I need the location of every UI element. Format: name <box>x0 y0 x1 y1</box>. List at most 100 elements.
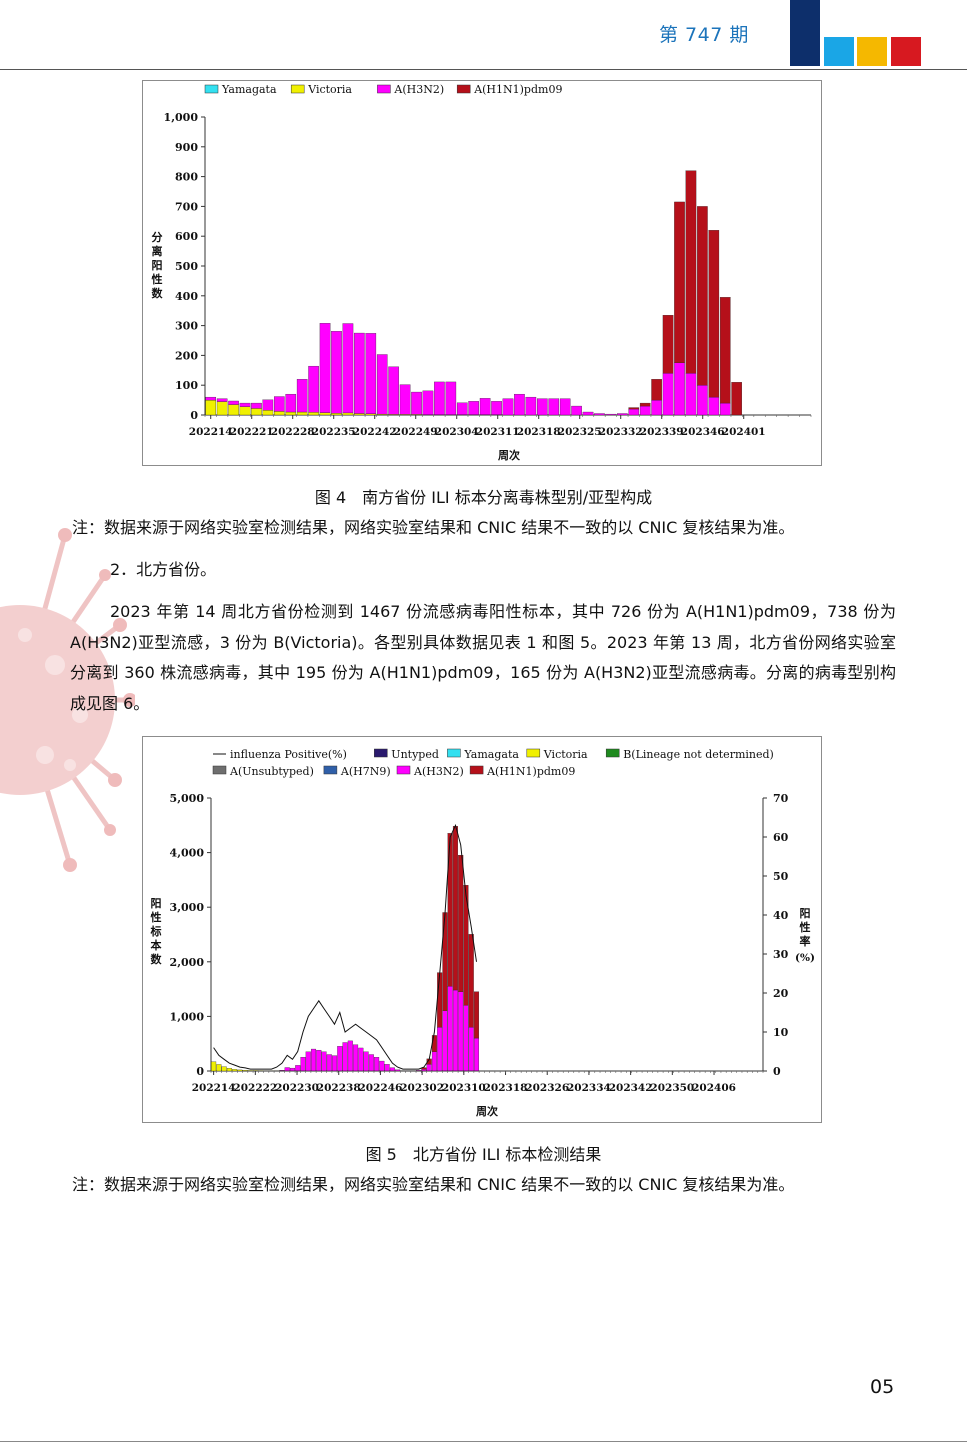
x-tick-label: 202318 <box>517 426 561 438</box>
body-paragraph: 2023 年第 14 周北方省份检测到 1467 份流感病毒阳性标本，其中 72… <box>70 597 896 719</box>
y-tick-label: 500 <box>175 260 198 273</box>
bar-victoria <box>296 411 308 416</box>
legend-label: B(Lineage not determined) <box>623 748 774 761</box>
bar-a-h3n2- <box>719 402 731 416</box>
legend-swatch <box>396 765 411 775</box>
legend-label: A(H1N1)pdm09 <box>486 765 575 778</box>
bar-a-h3n2- <box>347 1040 353 1072</box>
bar-a-h3n2- <box>365 333 377 414</box>
bar-a-h3n2- <box>708 396 720 416</box>
bar-victoria <box>342 412 354 416</box>
bar-a-h3n2- <box>321 1051 327 1072</box>
bar-a-h3n2- <box>342 1042 348 1072</box>
bar-a-h3n2- <box>525 396 537 416</box>
bar-a-h1n1-pdm09 <box>708 230 720 398</box>
y-tick-label: 200 <box>175 349 198 362</box>
x-axis-label: 周次 <box>476 1104 498 1118</box>
bar-a-h3n2- <box>305 1051 311 1072</box>
y-tick-label: 400 <box>175 290 198 303</box>
x-tick-label: 202246 <box>359 1082 403 1094</box>
page-number: 05 <box>870 1376 895 1398</box>
y-tick-label: 3,000 <box>170 901 205 914</box>
bar-a-h3n2- <box>651 399 662 416</box>
bar-a-h3n2- <box>300 1057 306 1071</box>
bar-a-h3n2- <box>473 1037 480 1071</box>
bar-a-h3n2- <box>289 1067 296 1071</box>
bar-victoria <box>247 1070 253 1072</box>
bar-victoria <box>319 412 331 416</box>
legend-label: Untyped <box>391 748 439 761</box>
positive-rate-line <box>213 823 477 1070</box>
figure4-note: 注：数据来源于网络实验室检测结果，网络实验室结果和 CNIC 结果不一致的以 C… <box>72 518 795 537</box>
bar-a-h1n1-pdm09 <box>431 1035 437 1052</box>
bar-a-h1n1-pdm09 <box>639 402 651 407</box>
bar-a-h3n2- <box>284 1067 290 1071</box>
bar-a-h1n1-pdm09 <box>697 206 708 386</box>
bar-a-h3n2- <box>239 402 251 407</box>
body-paragraph-text: 2023 年第 14 周北方省份检测到 1467 份流感病毒阳性标本，其中 72… <box>70 602 896 713</box>
bar-a-h3n2- <box>442 1010 448 1071</box>
legend-label: A(H3N2) <box>393 83 444 96</box>
y-tick-label: 0 <box>190 409 198 422</box>
bar-victoria <box>211 1061 217 1072</box>
legend-swatch <box>377 84 391 94</box>
bar-victoria <box>237 1069 243 1072</box>
bar-victoria <box>232 1069 238 1072</box>
y2-tick-label: 30 <box>773 948 789 961</box>
header-rule <box>0 69 967 70</box>
y-tick-label: 0 <box>196 1065 204 1078</box>
legend-swatch <box>204 84 219 94</box>
x-tick-label: 202339 <box>640 426 684 438</box>
x-tick-label: 202221 <box>230 426 274 438</box>
x-tick-label: 202242 <box>353 426 397 438</box>
x-tick-label: 202346 <box>681 426 725 438</box>
y-tick-label: 900 <box>175 141 198 154</box>
x-tick-label: 202326 <box>525 1082 569 1094</box>
bar-a-h3n2- <box>426 1064 432 1072</box>
y-tick-label: 600 <box>175 230 198 243</box>
bar-a-h3n2- <box>389 1067 395 1072</box>
bar-victoria <box>221 1066 227 1072</box>
bar-a-h3n2- <box>363 1051 369 1072</box>
bar-a-h3n2- <box>458 991 464 1071</box>
bar-victoria <box>226 1068 232 1072</box>
y-tick-label: 100 <box>175 379 198 392</box>
bar-victoria <box>242 1070 248 1072</box>
logo-block-yellow <box>857 37 887 66</box>
bar-a-h3n2- <box>228 400 239 405</box>
bar-a-h3n2- <box>216 398 228 402</box>
bar-a-h3n2- <box>605 413 617 416</box>
footer-rule <box>0 1441 967 1442</box>
y2-tick-label: 0 <box>773 1065 781 1078</box>
bar-a-h3n2- <box>502 398 514 416</box>
logo-block-red <box>891 37 921 66</box>
legend-label: Victoria <box>307 83 352 96</box>
bar-a-h3n2- <box>376 354 388 415</box>
bar-a-h3n2- <box>384 1064 390 1072</box>
bar-a-h3n2- <box>628 408 640 416</box>
bar-a-h3n2- <box>285 393 297 413</box>
bar-a-h3n2- <box>205 396 217 401</box>
bar-a-h1n1-pdm09 <box>447 833 453 987</box>
figure5-caption: 图 5 北方省份 ILI 标本检测结果 <box>365 1145 602 1164</box>
bar-a-h1n1-pdm09 <box>731 382 742 416</box>
bar-a-h3n2- <box>434 381 445 415</box>
bar-a-h3n2- <box>310 1048 317 1072</box>
bar-a-h3n2- <box>685 373 697 416</box>
bar-a-h3n2- <box>537 398 548 416</box>
x-tick-label: 202406 <box>692 1082 736 1094</box>
bar-a-h3n2- <box>374 1057 380 1072</box>
bar-a-h3n2- <box>548 398 560 416</box>
y-tick-label: 700 <box>175 200 198 213</box>
bar-a-h1n1-pdm09 <box>468 934 474 1028</box>
bar-a-h3n2- <box>326 1054 332 1072</box>
bar-victoria <box>239 406 251 416</box>
legend-label: Victoria <box>543 748 588 761</box>
issue-number: 第 747 期 <box>659 24 749 46</box>
bar-a-h3n2- <box>295 1065 301 1071</box>
bar-victoria <box>285 411 297 416</box>
y2-tick-label: 70 <box>773 792 789 805</box>
x-tick-label: 202350 <box>650 1082 694 1094</box>
bar-a-h3n2- <box>332 1055 338 1072</box>
x-tick-label: 202222 <box>233 1082 277 1094</box>
